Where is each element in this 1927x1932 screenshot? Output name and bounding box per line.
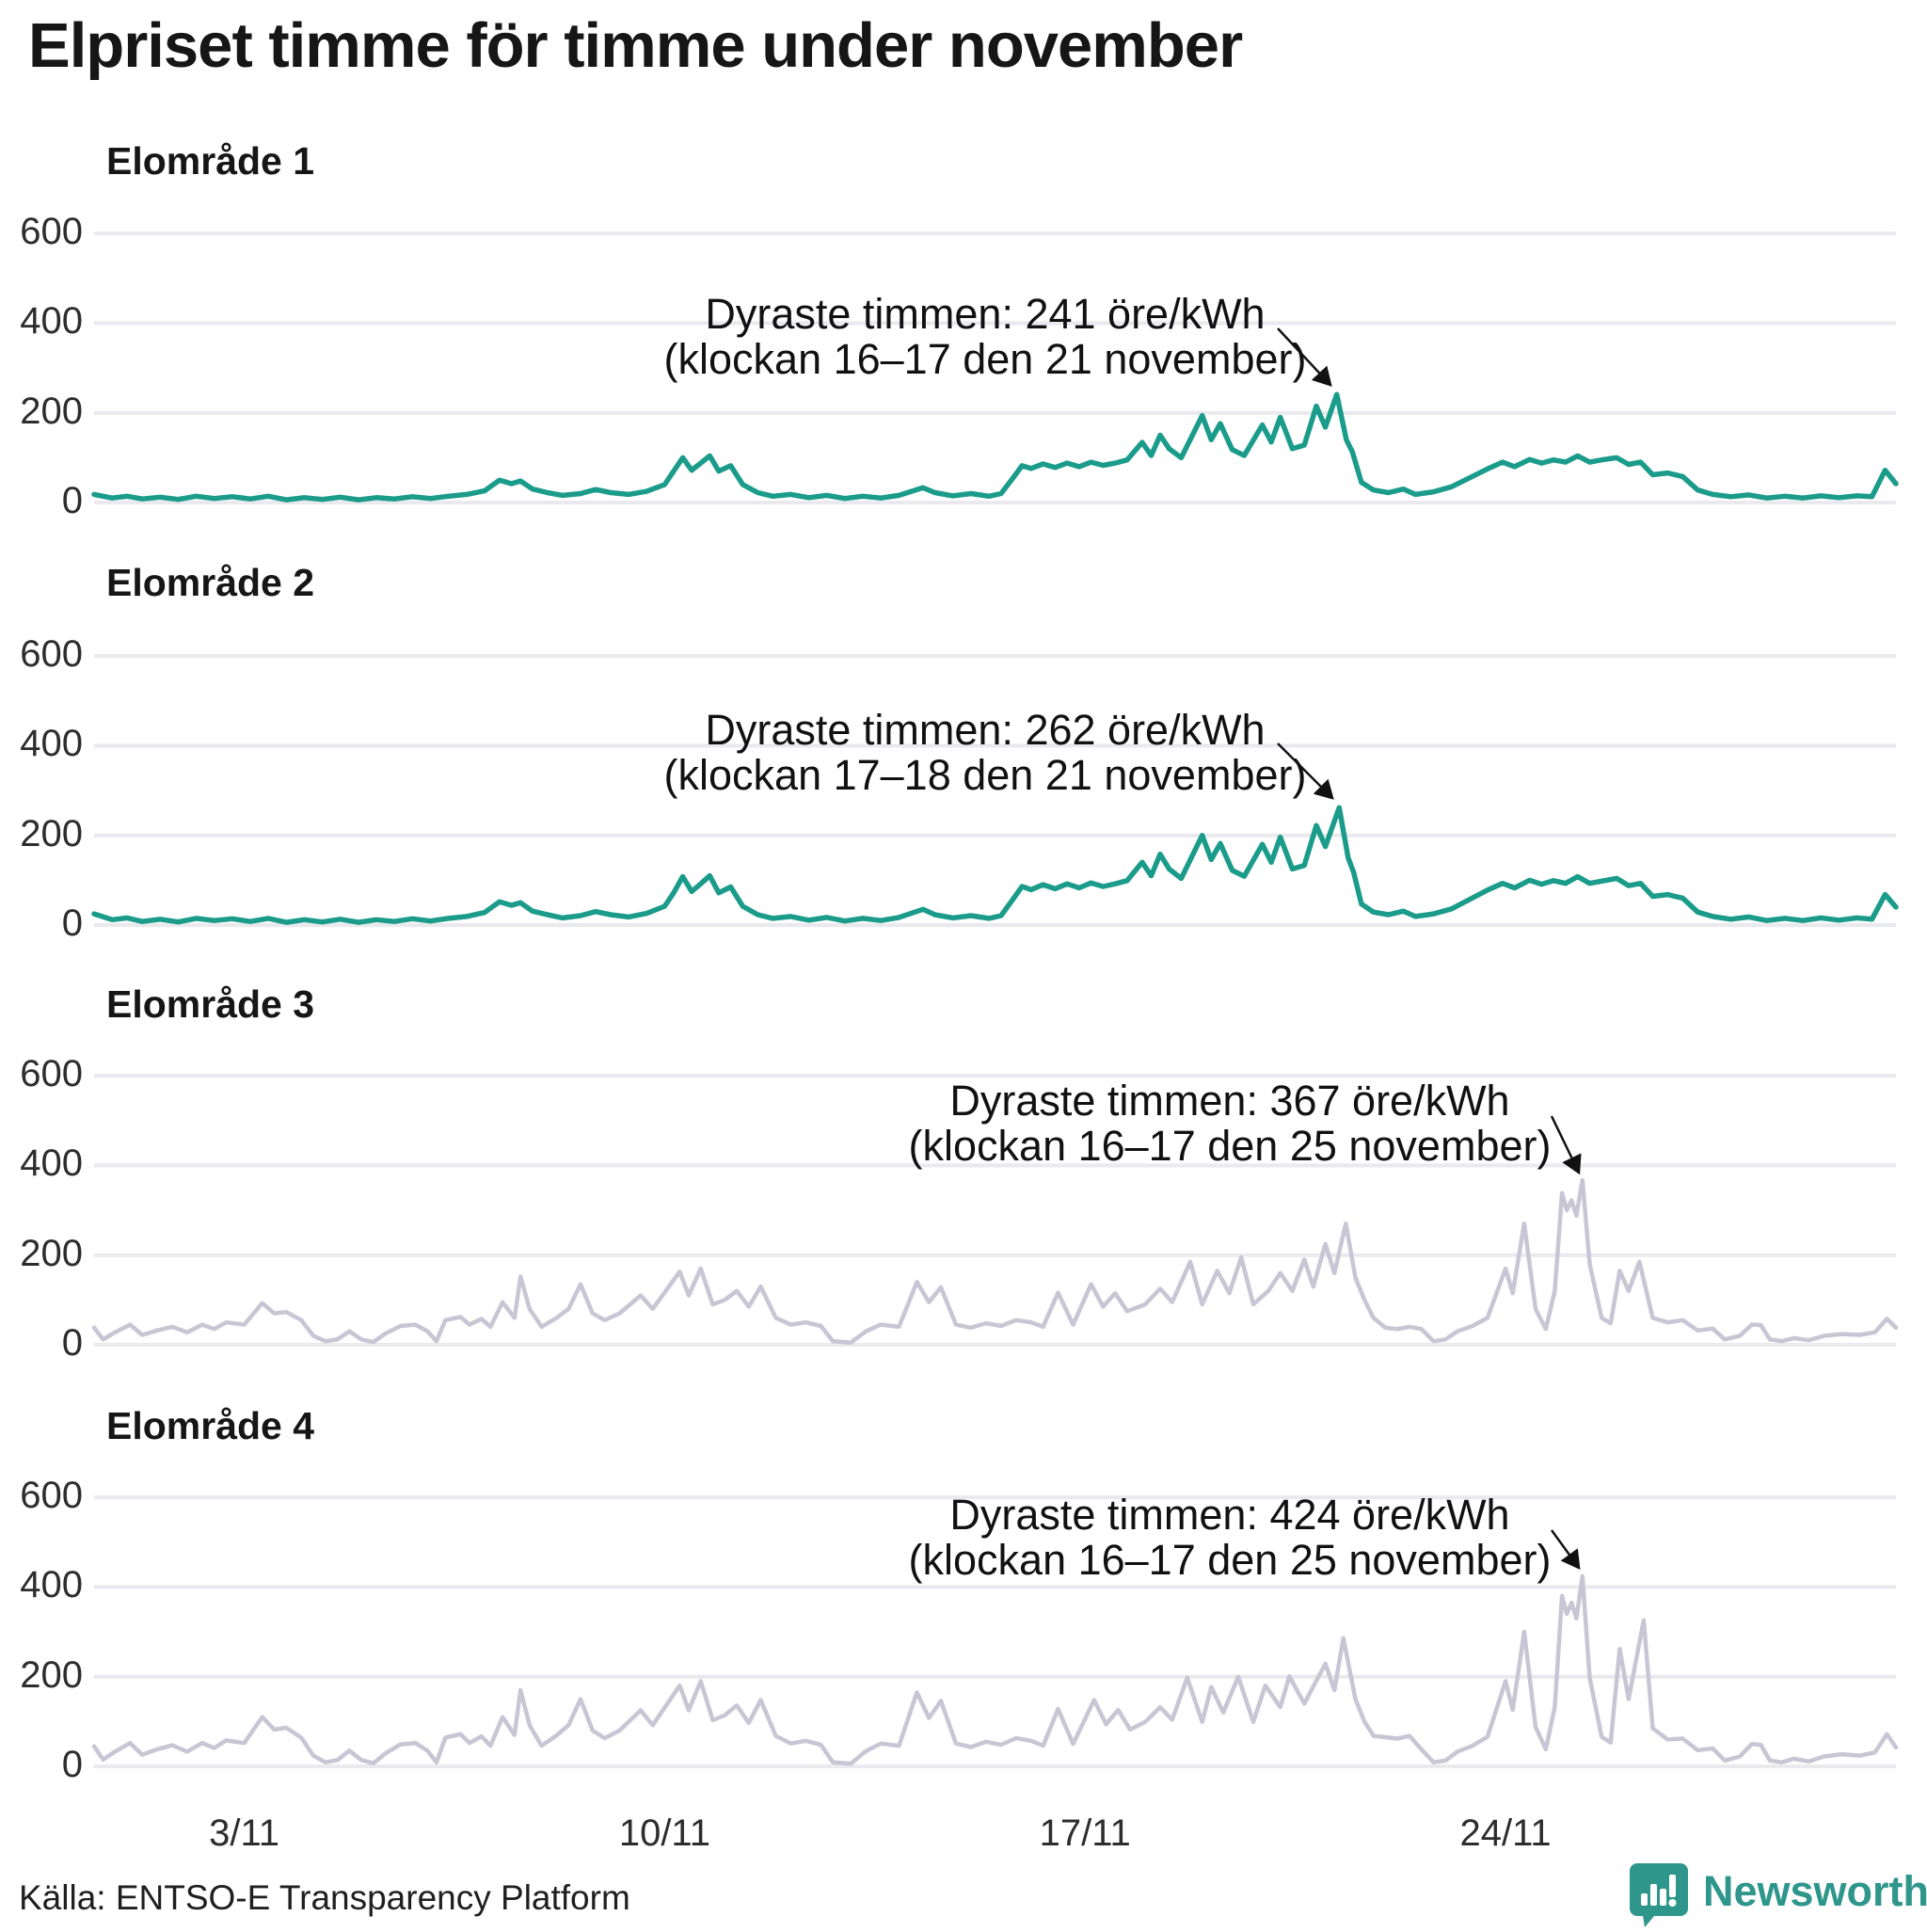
x-axis-label: 17/11 [1039,1812,1131,1854]
page-title: Elpriset timme för timme under november [28,10,1243,81]
newsworthy-logo: Newsworthy [1628,1861,1927,1927]
y-axis-label: 0 [61,480,83,521]
annotation-line1: Dyraste timmen: 424 öre/kWh [949,1491,1510,1539]
y-axis-label: 0 [61,1744,83,1785]
price-line-elområde-4 [91,1573,1899,1766]
source-note: Källa: ENTSO-E Transparency Platform [19,1878,630,1917]
annotation-line1: Dyraste timmen: 367 öre/kWh [949,1077,1510,1125]
x-axis-label: 3/11 [209,1812,280,1854]
panel-title-elomrade-2: Elområde 2 [106,561,315,604]
annotation-arrow [1277,327,1332,387]
y-axis-label: 0 [61,1322,83,1364]
y-axis-label: 200 [20,1232,83,1274]
y-axis-label: 200 [20,390,83,432]
annotation-arrow [1550,1529,1581,1571]
annotation-peak-elomrade-1: Dyraste timmen: 241 öre/kWh (klockan 16–… [468,292,1503,382]
annotation-line1: Dyraste timmen: 262 öre/kWh [705,706,1266,754]
y-axis-label: 600 [20,211,83,253]
logo-wordmark: Newsworthy [1703,1867,1927,1915]
price-line-elområde-3 [91,1177,1899,1345]
annotation-peak-elomrade-4: Dyraste timmen: 424 öre/kWh (klockan 16–… [712,1493,1747,1583]
annotation-line2: (klockan 17–18 den 21 november) [663,751,1307,799]
y-axis-label: 400 [20,723,83,765]
y-axis-label: 600 [20,633,83,676]
annotation-line1: Dyraste timmen: 241 öre/kWh [705,290,1266,338]
annotation-peak-elomrade-2: Dyraste timmen: 262 öre/kWh (klockan 17–… [468,708,1503,798]
annotation-line2: (klockan 16–17 den 25 november) [908,1122,1552,1170]
price-line-elområde-1 [91,391,1899,503]
annotation-arrow [1277,742,1334,800]
y-axis-label: 400 [20,1564,83,1606]
chart-speech-bubble-icon [1630,1863,1688,1927]
y-axis-label: 400 [20,300,83,343]
panel-title-elomrade-1: Elområde 1 [106,139,315,183]
y-axis-label: 600 [20,1053,83,1095]
panel-title-elomrade-4: Elområde 4 [106,1404,315,1447]
price-line-elområde-2 [91,805,1899,925]
annotation-arrow [1550,1115,1582,1175]
annotation-peak-elomrade-3: Dyraste timmen: 367 öre/kWh (klockan 16–… [712,1078,1747,1169]
y-axis-label: 400 [20,1142,83,1185]
y-axis-label: 200 [20,812,83,854]
panel-title-elomrade-3: Elområde 3 [106,982,315,1026]
annotation-line2: (klockan 16–17 den 21 november) [663,335,1307,383]
x-axis-label: 24/11 [1459,1812,1552,1854]
x-axis-label: 10/11 [618,1812,710,1854]
y-axis-label: 200 [20,1653,83,1696]
y-axis-label: 0 [61,902,83,944]
annotation-line2: (klockan 16–17 den 25 november) [908,1536,1552,1584]
y-axis-label: 600 [20,1475,83,1517]
